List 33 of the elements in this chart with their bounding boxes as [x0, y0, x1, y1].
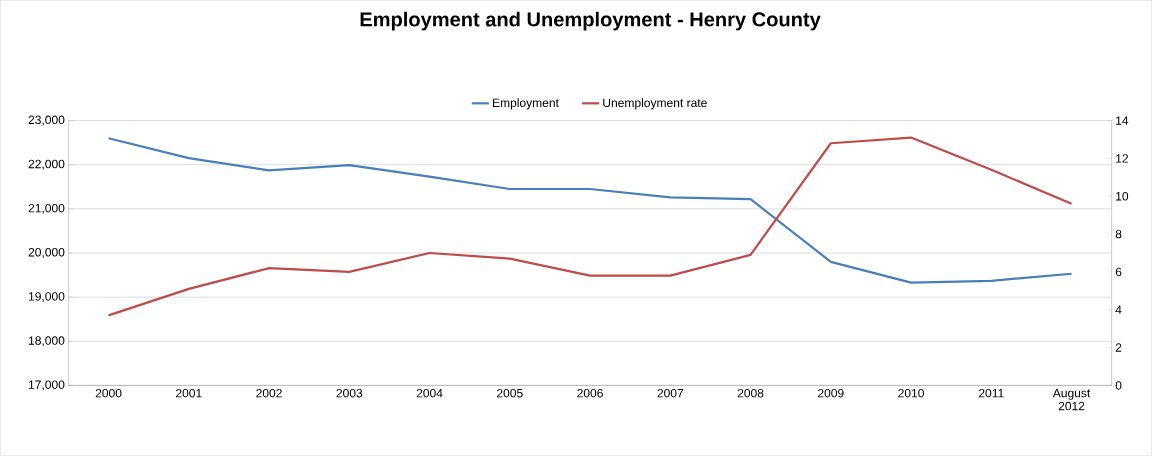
legend-label: Unemployment rate — [603, 98, 707, 110]
x-tick-label: 2005 — [497, 389, 523, 398]
y-tick-label: 18,000 — [28, 336, 65, 347]
y2-tick-label: 2 — [1115, 343, 1122, 352]
x-tick-label: 2010 — [898, 389, 924, 398]
y-tick-label: 20,000 — [28, 248, 65, 259]
x-tick-label: 2004 — [416, 389, 443, 398]
y-tick-label: 19,000 — [28, 292, 65, 303]
x-tick-label: 2008 — [737, 389, 764, 398]
x-tick-label: 2007 — [657, 389, 684, 398]
y2-tick-label: 12 — [1116, 154, 1128, 163]
y2-tick-label: 0 — [1115, 381, 1122, 390]
legend-label: Employment — [493, 98, 559, 110]
y-tick-label: 21,000 — [28, 203, 65, 214]
x-tick-label: 2011 — [978, 389, 1004, 398]
y2-tick-label: 10 — [1116, 192, 1129, 201]
y-tick-label: 17,000 — [28, 380, 65, 391]
y2-tick-label: 8 — [1115, 229, 1122, 239]
x-tick-label: August 2012 — [1052, 389, 1091, 411]
x-tick-label: 2001 — [176, 389, 202, 398]
y-tick-label: 22,000 — [28, 159, 65, 170]
x-tick-label: 2002 — [256, 389, 282, 398]
y2-tick-label: 4 — [1115, 305, 1122, 314]
chart-title: Employment and Unemployment - Henry County — [360, 11, 821, 31]
y2-tick-label: 6 — [1115, 267, 1122, 277]
y-tick-label: 23,000 — [28, 115, 65, 126]
x-tick-label: 2000 — [95, 389, 122, 398]
x-tick-label: 2009 — [818, 389, 844, 398]
x-tick-label: 2003 — [336, 389, 363, 398]
line-series — [107, 136, 1073, 317]
y2-tick-label: 14 — [1116, 116, 1129, 125]
x-tick-label: 2006 — [577, 389, 603, 398]
line-series — [107, 137, 1073, 284]
